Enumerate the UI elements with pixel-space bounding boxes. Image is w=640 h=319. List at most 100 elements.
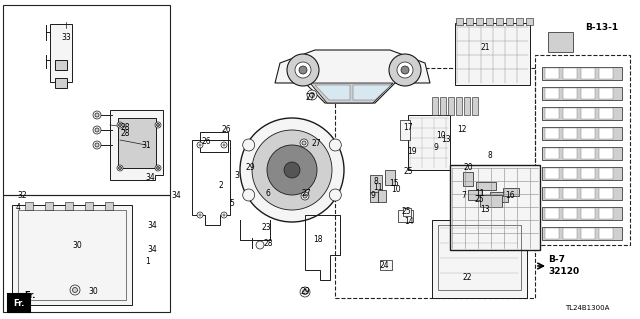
Text: 13: 13	[441, 136, 451, 145]
Circle shape	[118, 167, 122, 169]
Bar	[85, 202, 93, 210]
Text: 34: 34	[145, 174, 155, 182]
Bar	[496, 18, 503, 25]
Bar	[370, 175, 382, 193]
Text: 21: 21	[480, 42, 490, 51]
Bar	[448, 97, 454, 115]
Text: 20: 20	[463, 164, 473, 173]
Text: 7: 7	[461, 191, 467, 201]
Circle shape	[117, 122, 123, 128]
Circle shape	[307, 90, 317, 100]
Bar	[581, 88, 595, 99]
Text: 29: 29	[300, 286, 310, 295]
Bar	[456, 18, 463, 25]
Bar	[545, 148, 559, 159]
Bar	[599, 188, 613, 199]
Bar	[563, 228, 577, 239]
Bar	[599, 128, 613, 139]
Text: 22: 22	[462, 273, 472, 283]
Text: 11: 11	[476, 189, 484, 197]
Circle shape	[267, 145, 317, 195]
Circle shape	[256, 241, 264, 249]
Bar	[599, 108, 613, 119]
Bar	[464, 97, 470, 115]
Text: 28: 28	[120, 129, 130, 137]
Bar	[581, 68, 595, 79]
Text: 26: 26	[221, 125, 231, 135]
Bar	[526, 18, 533, 25]
Bar	[581, 208, 595, 219]
Bar	[118, 118, 156, 168]
Bar	[599, 208, 613, 219]
Bar	[563, 128, 577, 139]
Bar	[463, 172, 473, 186]
Polygon shape	[353, 85, 391, 100]
Bar	[516, 18, 523, 25]
Polygon shape	[275, 50, 430, 103]
Bar	[335, 68, 535, 298]
Text: 4: 4	[15, 203, 20, 211]
Circle shape	[95, 128, 99, 132]
Bar	[545, 128, 559, 139]
Bar	[370, 192, 378, 202]
Bar	[545, 208, 559, 219]
Circle shape	[223, 213, 225, 217]
Circle shape	[72, 287, 77, 293]
Bar	[8, 294, 30, 312]
Text: 9: 9	[371, 191, 376, 201]
Bar	[599, 68, 613, 79]
Text: 5: 5	[230, 199, 234, 209]
FancyBboxPatch shape	[55, 60, 67, 70]
Bar	[400, 120, 410, 140]
Bar	[581, 228, 595, 239]
Bar	[432, 220, 527, 298]
Circle shape	[197, 142, 203, 148]
FancyBboxPatch shape	[55, 78, 67, 88]
Circle shape	[223, 144, 225, 146]
Bar	[455, 23, 530, 85]
Bar	[563, 208, 577, 219]
Circle shape	[310, 93, 314, 98]
Text: 11: 11	[373, 183, 383, 192]
Text: Fr.: Fr.	[24, 292, 36, 300]
Circle shape	[287, 54, 319, 86]
Bar	[378, 190, 386, 202]
Circle shape	[221, 142, 227, 148]
Circle shape	[198, 213, 202, 217]
Text: 31: 31	[141, 140, 151, 150]
Circle shape	[252, 130, 332, 210]
Text: 25: 25	[403, 167, 413, 176]
Bar	[466, 18, 473, 25]
Circle shape	[284, 162, 300, 178]
Circle shape	[301, 192, 309, 200]
Text: 8: 8	[374, 176, 378, 186]
Text: 3: 3	[235, 170, 239, 180]
Text: 12: 12	[457, 125, 467, 135]
Text: 1: 1	[146, 257, 150, 266]
Text: 25: 25	[474, 196, 484, 204]
Circle shape	[221, 212, 227, 218]
Bar	[599, 148, 613, 159]
Circle shape	[155, 122, 161, 128]
Text: 14: 14	[404, 218, 414, 226]
Text: 25: 25	[401, 207, 411, 217]
Bar	[476, 18, 483, 25]
Text: B-13-1: B-13-1	[585, 24, 618, 33]
Circle shape	[243, 189, 255, 201]
Circle shape	[295, 62, 311, 78]
Bar	[581, 128, 595, 139]
Text: 28: 28	[263, 239, 273, 248]
Circle shape	[70, 285, 80, 295]
Bar	[440, 97, 446, 115]
FancyBboxPatch shape	[542, 147, 622, 160]
Circle shape	[157, 167, 159, 169]
FancyBboxPatch shape	[542, 107, 622, 120]
Text: 2: 2	[219, 181, 223, 189]
Text: 27: 27	[311, 138, 321, 147]
Bar	[563, 88, 577, 99]
Circle shape	[397, 62, 413, 78]
Bar	[480, 195, 502, 207]
Text: 34: 34	[147, 220, 157, 229]
Text: 30: 30	[72, 241, 82, 249]
FancyBboxPatch shape	[542, 207, 622, 220]
